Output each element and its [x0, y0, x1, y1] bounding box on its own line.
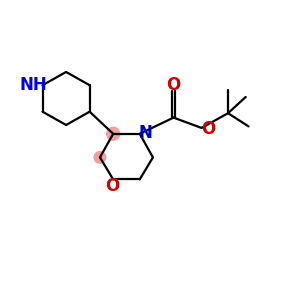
- Circle shape: [94, 152, 106, 163]
- Text: O: O: [201, 120, 215, 138]
- Text: NH: NH: [19, 76, 47, 94]
- Text: O: O: [167, 76, 181, 94]
- Circle shape: [107, 127, 120, 140]
- Text: N: N: [138, 124, 152, 142]
- Text: O: O: [106, 177, 120, 195]
